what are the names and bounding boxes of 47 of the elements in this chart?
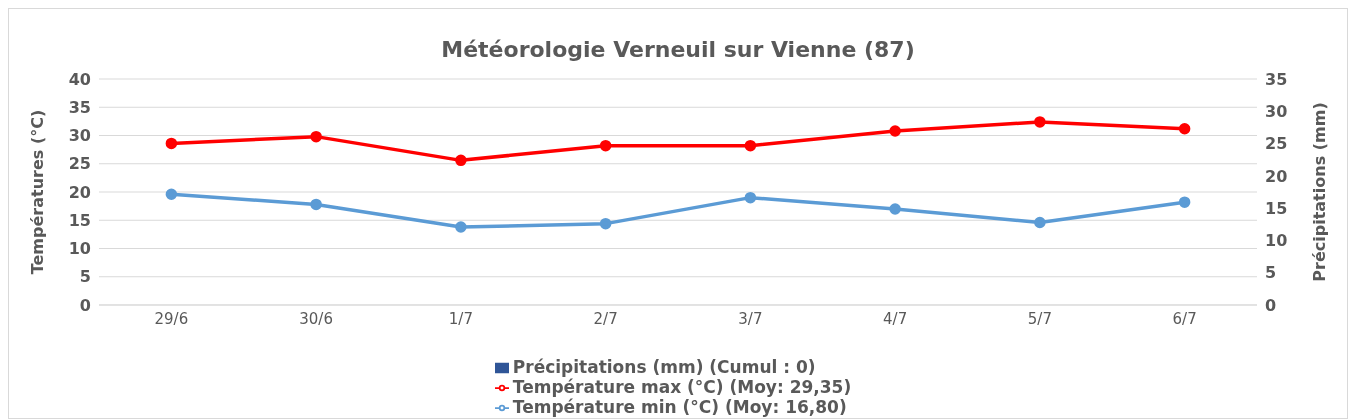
point — [310, 130, 322, 143]
x-tick-label: 1/7 — [448, 309, 473, 328]
y-tick-label: 10 — [68, 239, 91, 259]
x-tick-label: 30/6 — [299, 309, 333, 328]
point — [455, 221, 467, 233]
point — [165, 188, 178, 201]
legend-label: Température max (°C) (Moy: 29,35) — [512, 377, 852, 397]
chart-title: Météorologie Verneuil sur Vienne (87) — [440, 37, 916, 64]
point — [599, 139, 612, 152]
point — [1178, 196, 1191, 208]
y-tick-label: 5 — [79, 267, 91, 287]
point — [310, 198, 322, 211]
y-tick-label: 0 — [79, 295, 91, 315]
y2-tick-label: 35 — [1265, 69, 1288, 89]
x-tick-label: 2/7 — [593, 309, 618, 328]
y2-tick-label: 0 — [1265, 295, 1277, 315]
y-tick-label: 25 — [68, 154, 91, 174]
y-tick-label: 35 — [68, 97, 91, 117]
y2-tick-label: 25 — [1265, 134, 1288, 154]
y2-tick-label: 20 — [1265, 166, 1288, 186]
point — [744, 191, 757, 204]
point — [455, 154, 467, 167]
point — [744, 139, 757, 152]
legend-label: Température min (°C) (Moy: 16,80) — [512, 397, 847, 417]
y2-tick-label: 5 — [1265, 263, 1277, 283]
y2-tick-label: 15 — [1265, 198, 1288, 218]
x-tick-label: 3/7 — [738, 309, 763, 328]
legend-label: Précipitations (mm) (Cumul : 0) — [512, 357, 816, 377]
point — [1034, 216, 1046, 229]
y2-tick-label: 10 — [1265, 231, 1288, 251]
point — [889, 203, 901, 215]
y-tick-label: 40 — [68, 69, 91, 89]
y-tick-label: 20 — [68, 182, 91, 202]
y-axis-title: Températures (°C) — [27, 109, 47, 275]
point — [889, 125, 901, 137]
y-tick-label: 30 — [68, 126, 91, 146]
y2-tick-label: 30 — [1265, 101, 1288, 121]
x-tick-label: 29/6 — [154, 309, 189, 328]
x-tick-label: 4/7 — [883, 309, 908, 328]
point — [1178, 122, 1191, 135]
y2-axis-title: Précipitations (mm) — [1309, 102, 1329, 282]
x-tick-label: 5/7 — [1027, 309, 1052, 328]
point — [1034, 116, 1046, 128]
x-tick-label: 6/7 — [1172, 309, 1197, 328]
point — [165, 137, 178, 150]
point — [599, 217, 612, 230]
y-tick-label: 15 — [68, 210, 91, 230]
